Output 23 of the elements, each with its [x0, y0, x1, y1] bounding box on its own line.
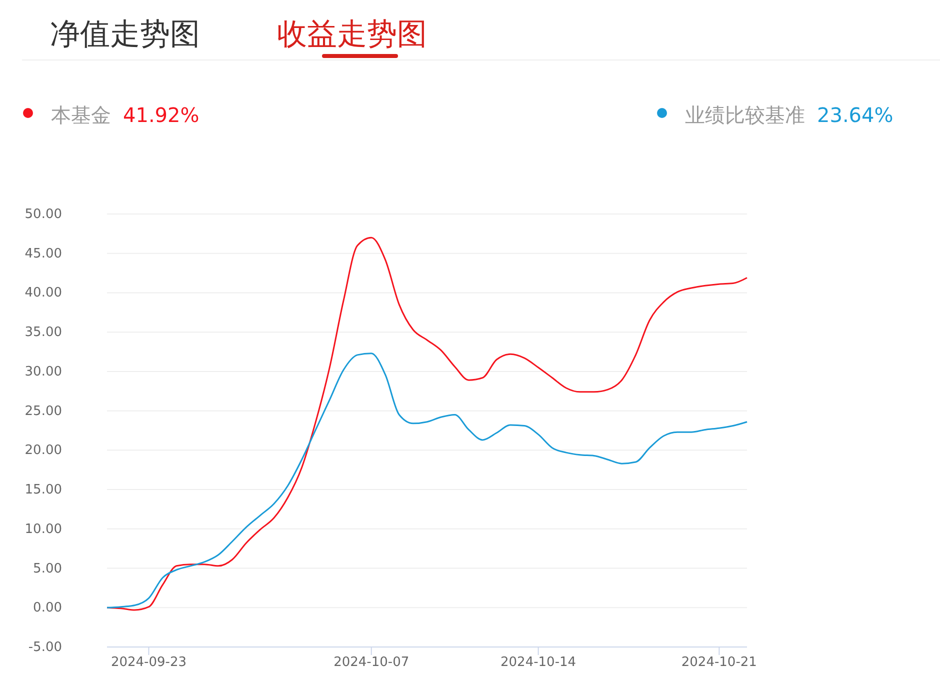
y-tick-label: 30.00	[24, 364, 62, 380]
y-tick-label: 0.00	[33, 600, 62, 616]
y-tick-label: 35.00	[24, 325, 62, 340]
x-tick-label: 2024-10-21	[681, 655, 757, 670]
x-tick-label: 2024-10-07	[334, 655, 410, 670]
x-tick-label: 2024-10-14	[500, 655, 576, 670]
x-tick-label: 2024-09-23	[110, 655, 187, 670]
y-tick-label: 20.00	[24, 443, 62, 458]
y-tick-label: 15.00	[24, 482, 62, 498]
text: 23.64%	[817, 103, 894, 127]
y-tick-label: 50.00	[24, 207, 62, 222]
y-tick-label: -5.00	[28, 640, 62, 655]
chart-title: 收益走势图	[277, 17, 427, 52]
y-tick-label: 25.00	[24, 404, 62, 419]
y-tick-label: 45.00	[24, 246, 62, 262]
text: 净值走势图	[50, 17, 200, 52]
line-series	[106, 352, 748, 608]
y-tick-label: 5.00	[33, 561, 62, 576]
y-tick-label: 40.00	[24, 286, 62, 301]
text: 41.92%	[123, 103, 200, 127]
legend-label: 业绩比较基准	[685, 103, 805, 127]
legend-label: 本基金	[51, 103, 111, 127]
y-tick-label: 10.00	[24, 522, 62, 537]
